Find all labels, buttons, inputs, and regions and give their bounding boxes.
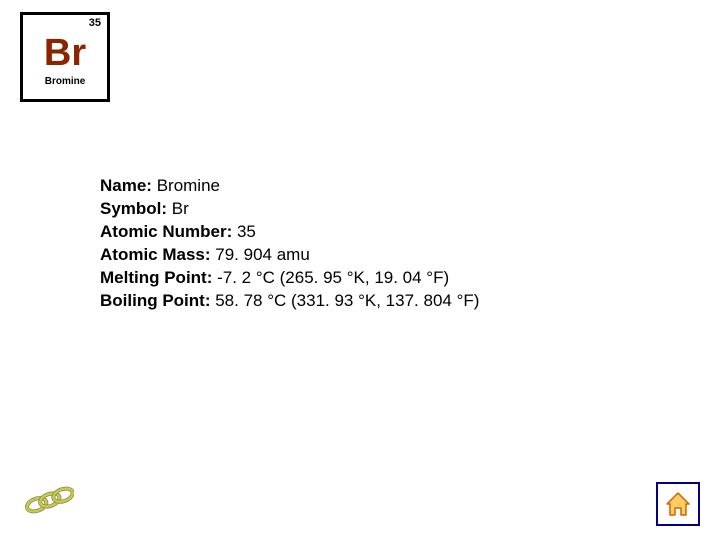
property-row: Boiling Point: 58. 78 °C (331. 93 °K, 13… bbox=[100, 290, 479, 313]
property-label: Symbol: bbox=[100, 199, 167, 218]
property-value: Br bbox=[167, 199, 189, 218]
property-label: Melting Point: bbox=[100, 268, 212, 287]
property-row: Symbol: Br bbox=[100, 198, 479, 221]
periodic-element-tile: 35 Br Bromine bbox=[20, 12, 110, 102]
element-properties-list: Name: Bromine Symbol: Br Atomic Number: … bbox=[100, 175, 479, 313]
property-row: Melting Point: -7. 2 °C (265. 95 °K, 19.… bbox=[100, 267, 479, 290]
property-label: Name: bbox=[100, 176, 152, 195]
property-value: -7. 2 °C (265. 95 °K, 19. 04 °F) bbox=[212, 268, 449, 287]
property-row: Atomic Mass: 79. 904 amu bbox=[100, 244, 479, 267]
home-icon bbox=[663, 489, 693, 519]
property-value: 79. 904 amu bbox=[211, 245, 310, 264]
element-name: Bromine bbox=[45, 76, 86, 87]
home-button[interactable] bbox=[656, 482, 700, 526]
property-value: 58. 78 °C (331. 93 °K, 137. 804 °F) bbox=[210, 291, 479, 310]
element-symbol: Br bbox=[44, 34, 86, 72]
chain-link-icon[interactable] bbox=[20, 481, 74, 526]
property-value: Bromine bbox=[152, 176, 220, 195]
property-row: Atomic Number: 35 bbox=[100, 221, 479, 244]
property-label: Atomic Number: bbox=[100, 222, 232, 241]
property-value: 35 bbox=[232, 222, 256, 241]
atomic-number: 35 bbox=[89, 17, 101, 29]
property-row: Name: Bromine bbox=[100, 175, 479, 198]
property-label: Boiling Point: bbox=[100, 291, 210, 310]
property-label: Atomic Mass: bbox=[100, 245, 211, 264]
